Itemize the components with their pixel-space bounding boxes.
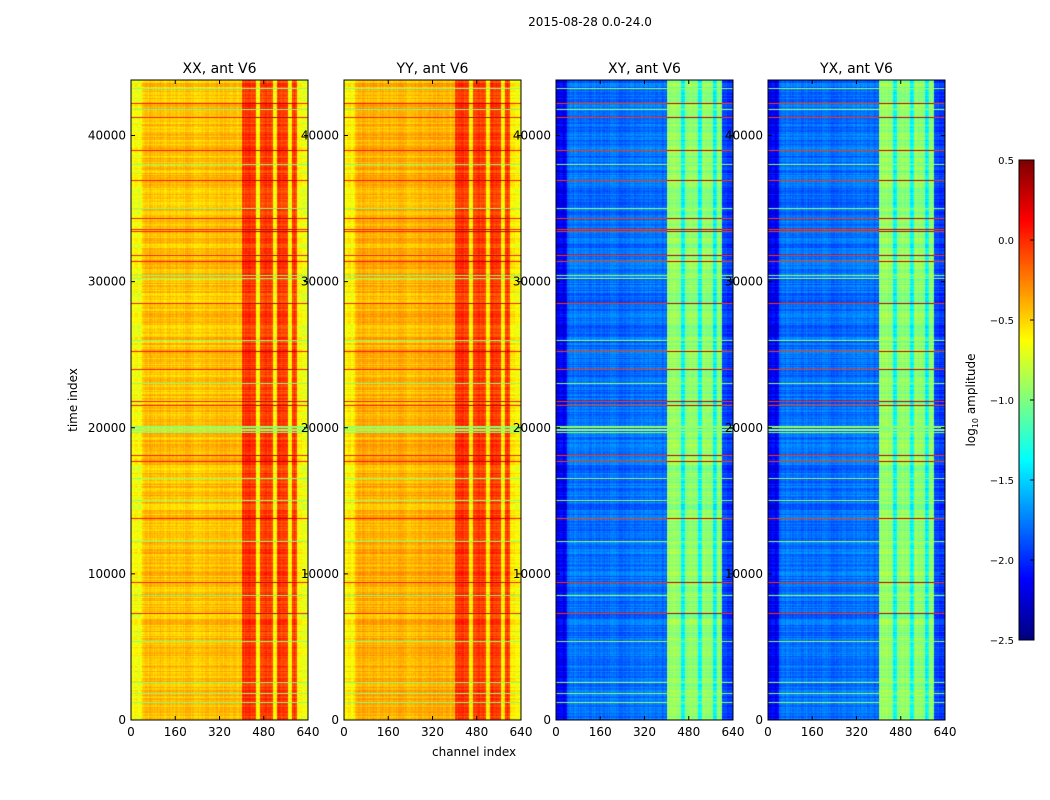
x-tick-label: 320 bbox=[845, 725, 868, 739]
x-tick-label: 480 bbox=[252, 725, 275, 739]
y-tick-label: 0 bbox=[543, 713, 551, 727]
y-tick-label: 10000 bbox=[88, 567, 126, 581]
heatmap-xx bbox=[131, 80, 308, 720]
x-tick-label: 480 bbox=[889, 725, 912, 739]
x-tick-label: 640 bbox=[297, 725, 320, 739]
x-tick-label: 320 bbox=[421, 725, 444, 739]
heatmap-xy bbox=[556, 80, 733, 720]
colorbar-tick-label: −1.0 bbox=[990, 396, 1014, 407]
x-tick-label: 0 bbox=[552, 725, 560, 739]
y-tick-label: 20000 bbox=[725, 421, 763, 435]
x-tick-label: 160 bbox=[377, 725, 400, 739]
colorbar bbox=[1019, 160, 1034, 640]
colorbar-tick-label: 0.0 bbox=[998, 236, 1014, 247]
y-tick-label: 40000 bbox=[88, 129, 126, 143]
x-tick-label: 160 bbox=[589, 725, 612, 739]
panel-frame bbox=[343, 79, 522, 721]
y-tick-label: 30000 bbox=[301, 275, 339, 289]
x-tick-label: 640 bbox=[934, 725, 957, 739]
heatmap-yx bbox=[768, 80, 945, 720]
figure-title: 2015-08-28 0.0-24.0 bbox=[528, 15, 652, 29]
y-tick-label: 40000 bbox=[301, 129, 339, 143]
y-tick-label: 0 bbox=[118, 713, 126, 727]
x-tick-label: 480 bbox=[465, 725, 488, 739]
panel-frame bbox=[555, 79, 734, 721]
panel-frame bbox=[130, 79, 309, 721]
colorbar-tick-label: −2.5 bbox=[990, 636, 1014, 647]
panel-title: XX, ant V6 bbox=[183, 61, 257, 77]
x-tick-label: 0 bbox=[764, 725, 772, 739]
y-tick-label: 10000 bbox=[301, 567, 339, 581]
colorbar-tick-label: 0.5 bbox=[998, 156, 1014, 167]
x-tick-label: 640 bbox=[722, 725, 745, 739]
y-tick-label: 0 bbox=[755, 713, 763, 727]
y-tick-label: 0 bbox=[331, 713, 339, 727]
heatmap-yy bbox=[344, 80, 521, 720]
x-tick-label: 0 bbox=[127, 725, 135, 739]
y-tick-label: 20000 bbox=[301, 421, 339, 435]
x-tick-label: 160 bbox=[164, 725, 187, 739]
colorbar-tick-label: −2.0 bbox=[990, 556, 1014, 567]
x-tick-label: 640 bbox=[510, 725, 533, 739]
colorbar-tick-label: −0.5 bbox=[990, 316, 1014, 327]
colorbar-label: log10 amplitude bbox=[964, 354, 980, 447]
y-tick-label: 40000 bbox=[725, 129, 763, 143]
y-tick-label: 30000 bbox=[725, 275, 763, 289]
panel-title: YX, ant V6 bbox=[819, 61, 893, 77]
panel-title: XY, ant V6 bbox=[608, 61, 681, 77]
y-tick-label: 10000 bbox=[725, 567, 763, 581]
x-tick-label: 320 bbox=[208, 725, 231, 739]
y-tick-label: 20000 bbox=[88, 421, 126, 435]
x-axis-label: channel index bbox=[432, 745, 516, 759]
colorbar-tick-label: −1.5 bbox=[990, 476, 1014, 487]
y-tick-label: 40000 bbox=[513, 129, 551, 143]
y-axis-label: time index bbox=[66, 368, 80, 432]
panel-frame bbox=[767, 79, 946, 721]
y-tick-label: 20000 bbox=[513, 421, 551, 435]
x-tick-label: 0 bbox=[340, 725, 348, 739]
x-tick-label: 480 bbox=[677, 725, 700, 739]
x-tick-label: 160 bbox=[801, 725, 824, 739]
y-tick-label: 30000 bbox=[88, 275, 126, 289]
y-tick-label: 30000 bbox=[513, 275, 551, 289]
y-tick-label: 10000 bbox=[513, 567, 551, 581]
x-tick-label: 320 bbox=[633, 725, 656, 739]
panel-title: YY, ant V6 bbox=[396, 61, 469, 77]
